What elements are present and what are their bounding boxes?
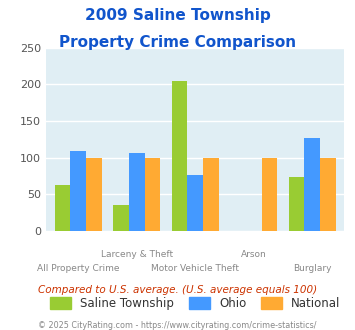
Text: All Property Crime: All Property Crime bbox=[37, 264, 120, 273]
Bar bbox=[289, 177, 304, 231]
Bar bbox=[187, 175, 203, 231]
Text: Compared to U.S. average. (U.S. average equals 100): Compared to U.S. average. (U.S. average … bbox=[38, 285, 317, 295]
Text: © 2025 CityRating.com - https://www.cityrating.com/crime-statistics/: © 2025 CityRating.com - https://www.city… bbox=[38, 321, 317, 330]
Text: Motor Vehicle Theft: Motor Vehicle Theft bbox=[151, 264, 239, 273]
Text: Burglary: Burglary bbox=[293, 264, 332, 273]
Bar bbox=[86, 158, 102, 231]
Text: Larceny & Theft: Larceny & Theft bbox=[101, 250, 173, 259]
Text: 2009 Saline Township: 2009 Saline Township bbox=[84, 8, 271, 23]
Bar bbox=[129, 153, 145, 231]
Bar bbox=[304, 138, 320, 231]
Bar bbox=[145, 158, 160, 231]
Text: Arson: Arson bbox=[241, 250, 267, 259]
Bar bbox=[113, 205, 129, 231]
Legend: Saline Township, Ohio, National: Saline Township, Ohio, National bbox=[45, 292, 345, 314]
Bar bbox=[70, 151, 86, 231]
Bar bbox=[171, 81, 187, 231]
Bar bbox=[320, 158, 336, 231]
Bar bbox=[55, 185, 70, 231]
Text: Property Crime Comparison: Property Crime Comparison bbox=[59, 35, 296, 50]
Bar bbox=[203, 158, 219, 231]
Bar bbox=[262, 158, 277, 231]
